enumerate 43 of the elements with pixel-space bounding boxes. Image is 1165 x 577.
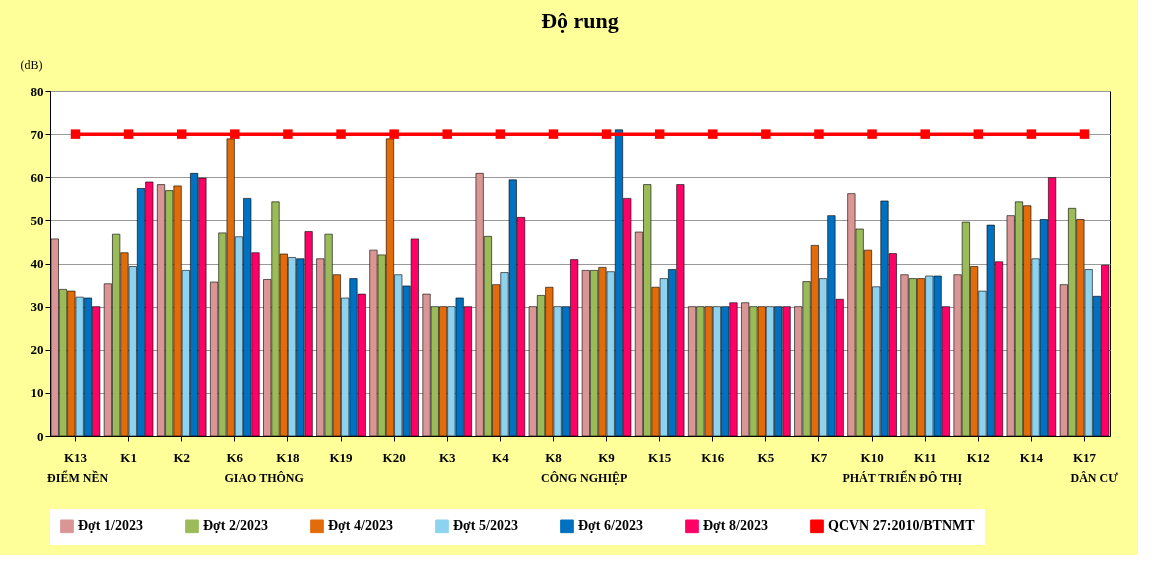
y-tick-label: 20	[30, 342, 44, 358]
x-tick-label: K14	[1019, 449, 1044, 465]
legend-label: Đợt 1/2023	[78, 518, 143, 534]
y-tick-label: 30	[30, 299, 44, 315]
x-tick-label: K8	[545, 449, 563, 465]
y-tick-label: 10	[30, 385, 44, 401]
y-tick-label: 70	[30, 126, 44, 142]
x-tick-label: K5	[757, 449, 775, 465]
x-tick-label: K20	[382, 449, 406, 465]
x-tick-label: K4	[492, 449, 510, 465]
text: GIAO THÔNG	[224, 471, 304, 485]
chart-title: Độ rung	[541, 8, 619, 33]
y-tick-label: 40	[30, 256, 44, 271]
y-tick-label: 0	[37, 428, 44, 444]
legend-label: Đợt 5/2023	[453, 518, 518, 534]
x-tick-label: K18	[276, 449, 300, 465]
text: CÔNG NGHIỆP	[541, 471, 628, 485]
text: PHÁT TRIỂN ĐÔ THỊ	[842, 470, 963, 485]
x-tick-label: K10	[860, 449, 884, 465]
text: DÂN CƯ	[1070, 471, 1119, 485]
legend-label: Đợt 8/2023	[703, 518, 768, 534]
x-tick-label: K15	[648, 449, 672, 465]
x-tick-label: K2	[173, 449, 191, 465]
x-tick-label: K9	[598, 449, 616, 465]
x-tick-label: K12	[966, 449, 990, 465]
x-tick-label: K17	[1072, 449, 1097, 465]
x-tick-label: K13	[63, 449, 88, 465]
legend-label: Đợt 6/2023	[578, 518, 643, 534]
legend-label: Đợt 2/2023	[203, 518, 268, 534]
y-tick-label: 50	[30, 212, 44, 228]
x-tick-label: K11	[913, 449, 937, 465]
x-tick-label: K6	[226, 449, 244, 465]
legend-label: Đợt 4/2023	[328, 518, 393, 534]
text: ĐIỂM NỀN	[47, 470, 109, 485]
legend-label: QCVN 27:2010/BTNMT	[828, 518, 976, 534]
y-tick-label: 80	[30, 83, 44, 99]
x-tick-label: K7	[810, 449, 828, 465]
y-tick-label: 60	[30, 169, 44, 185]
x-tick-label: K16	[701, 449, 725, 465]
x-tick-label: K3	[438, 449, 457, 465]
y-axis-title: (dB)	[20, 57, 43, 72]
x-tick-label: K19	[329, 449, 354, 465]
x-tick-label: K1	[120, 449, 137, 465]
